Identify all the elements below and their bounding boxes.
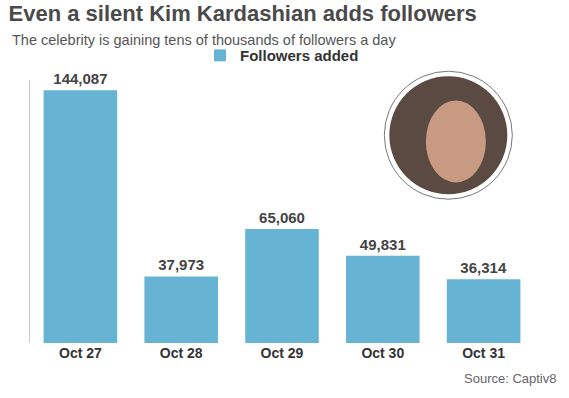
svg-text:Source: Captiv8: Source: Captiv8 (464, 371, 557, 386)
svg-text:37,973: 37,973 (158, 256, 204, 273)
svg-text:The celebrity is gaining tens: The celebrity is gaining tens of thousan… (12, 32, 396, 48)
svg-text:Oct 27: Oct 27 (59, 345, 102, 361)
svg-text:144,087: 144,087 (53, 70, 107, 87)
svg-text:36,314: 36,314 (460, 259, 507, 276)
svg-text:Oct 30: Oct 30 (361, 345, 404, 361)
svg-text:65,060: 65,060 (259, 209, 305, 226)
svg-text:49,831: 49,831 (360, 236, 406, 253)
svg-text:Oct 29: Oct 29 (261, 345, 304, 361)
svg-text:Oct 31: Oct 31 (462, 345, 505, 361)
svg-text:Oct 28: Oct 28 (160, 345, 203, 361)
svg-text:Even a silent Kim Kardashian a: Even a silent Kim Kardashian adds follow… (9, 1, 477, 26)
svg-text:Followers added: Followers added (240, 47, 358, 64)
